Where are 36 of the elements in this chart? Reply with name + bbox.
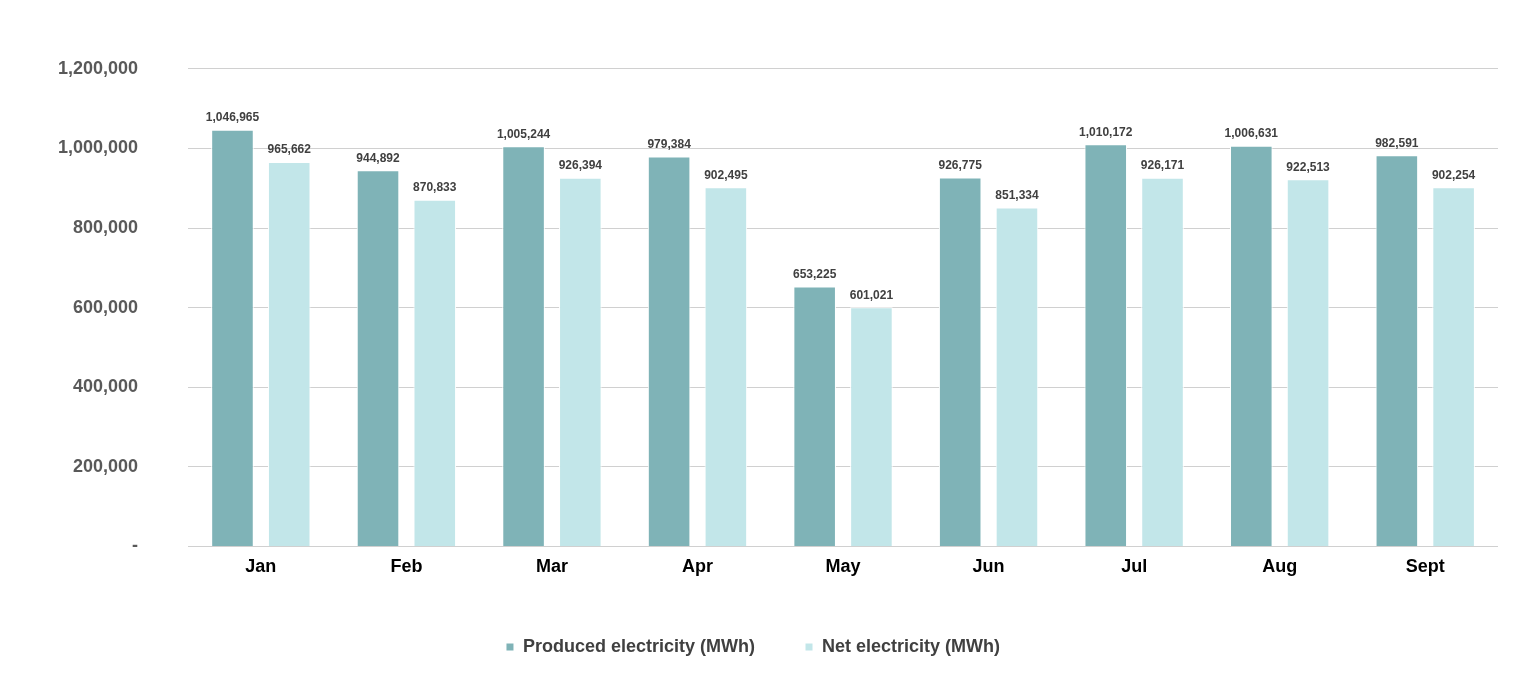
data-label: 653,225	[792, 266, 837, 281]
data-label: 902,495	[704, 167, 748, 182]
data-label: 851,334	[995, 187, 1039, 202]
x-tick-label: Apr	[681, 556, 713, 577]
y-tick-label: -	[132, 535, 139, 556]
y-tick-label: 800,000	[73, 216, 139, 237]
legend-label: Produced electricity (MWh)	[522, 635, 756, 656]
data-label: 944,892	[356, 150, 401, 165]
y-tick-label: 200,000	[73, 455, 139, 476]
x-tick-label: Feb	[390, 556, 423, 577]
x-tick-label: Aug	[1262, 556, 1298, 577]
x-tick-label: Mar	[535, 556, 568, 577]
data-label: 1,006,631	[1224, 126, 1279, 141]
data-label: 926,171	[1140, 158, 1185, 173]
data-label: 965,662	[267, 142, 312, 157]
data-label: 902,254	[1431, 167, 1476, 182]
x-tick-label: Jul	[1121, 556, 1148, 577]
x-tick-label: May	[825, 556, 861, 577]
data-label: 870,833	[413, 180, 457, 195]
data-label: 982,591	[1375, 135, 1419, 150]
data-label: 922,513	[1286, 159, 1331, 174]
data-label: 926,775	[938, 157, 983, 172]
legend-label: Net electricity (MWh)	[822, 635, 1001, 656]
x-tick-label: Jan	[245, 556, 277, 577]
y-tick-label: 1,200,000	[58, 57, 139, 78]
y-tick-label: 1,000,000	[58, 137, 139, 158]
y-tick-label: 400,000	[73, 376, 139, 397]
x-tick-label: Jun	[972, 556, 1005, 577]
data-label: 1,010,172	[1079, 124, 1133, 139]
x-tick-label: Sept	[1405, 556, 1445, 577]
data-label: 926,394	[558, 158, 603, 173]
y-tick-label: 600,000	[73, 296, 139, 317]
data-label: 1,005,244	[496, 126, 551, 141]
data-label: 979,384	[647, 136, 692, 151]
data-label: 1,046,965	[205, 110, 260, 125]
data-label: 601,021	[849, 287, 894, 302]
